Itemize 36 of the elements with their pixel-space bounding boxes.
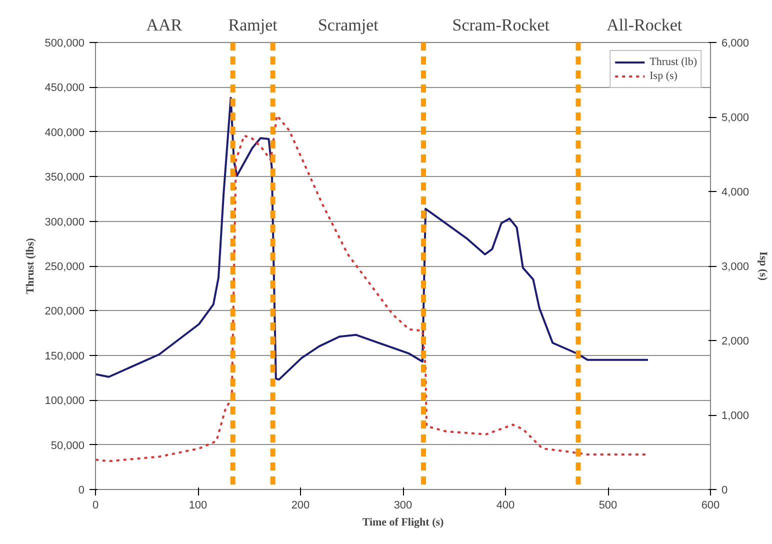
y-tick-label: 450,000 (44, 82, 85, 94)
y-tick-label: 50,000 (50, 440, 85, 452)
y2-tick-label: 2,000 (722, 336, 750, 348)
y-tick-label: 300,000 (44, 216, 85, 228)
y-tick-label: 200,000 (44, 306, 85, 318)
x-tick-label: 0 (92, 500, 99, 512)
y-tick-label: 250,000 (44, 261, 85, 273)
y-tick-label: 350,000 (44, 172, 85, 184)
y2-tick-label: 4,000 (722, 186, 750, 198)
text: Ramjet (228, 16, 278, 34)
x-tick-label: 600 (701, 500, 720, 512)
y2-tick-label: 1,000 (722, 410, 750, 422)
y-tick-label: 0 (78, 484, 85, 496)
x-tick-label: 500 (598, 500, 618, 512)
y2-tick-label: 3,000 (722, 261, 750, 273)
y-tick-label: 100,000 (44, 395, 85, 408)
x-tick-label: 300 (394, 500, 412, 512)
x-axis-title: Time of Flight (s) (362, 516, 444, 528)
x-tick-label: 100 (188, 500, 208, 512)
x-tick-label: 400 (496, 500, 515, 512)
text: Scram-Rocket (452, 16, 550, 34)
text: Scramjet (318, 16, 379, 34)
y2-tick-label: 0 (722, 484, 728, 496)
text: All-Rocket (606, 16, 682, 34)
legend-label: Isp (s) (650, 69, 678, 83)
legend-label: Thrust (lb) (650, 55, 697, 69)
y-tick-label: 500,000 (44, 38, 85, 50)
x-tick-label: 200 (291, 500, 310, 512)
y-tick-label: 150,000 (44, 350, 85, 362)
line-series (96, 96, 649, 381)
y2-tick-label: 6,000 (722, 38, 750, 50)
y-axis-title: Thrust (lbs) (24, 238, 37, 294)
text: AAR (146, 16, 183, 34)
y-tick-label: 400,000 (44, 126, 85, 139)
y2-axis-title: Isp (s) (757, 251, 770, 281)
y2-tick-label: 5,000 (722, 112, 750, 124)
